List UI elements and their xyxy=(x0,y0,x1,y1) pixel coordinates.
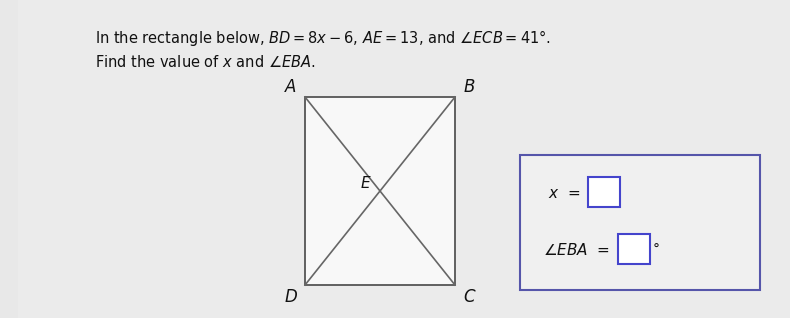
Text: $\angle EBA$  =: $\angle EBA$ = xyxy=(543,242,610,258)
Text: E: E xyxy=(360,176,370,190)
Bar xyxy=(618,234,650,264)
Text: Find the value of $x$ and $\angle EBA$.: Find the value of $x$ and $\angle EBA$. xyxy=(95,54,316,70)
Text: °: ° xyxy=(653,243,660,257)
Text: $x$  =: $x$ = xyxy=(547,185,580,201)
Bar xyxy=(520,155,760,290)
Text: In the rectangle below, $BD=8x-6$, $AE=13$, and $\angle ECB=41°$.: In the rectangle below, $BD=8x-6$, $AE=1… xyxy=(95,28,551,48)
Text: C: C xyxy=(463,288,475,306)
Text: A: A xyxy=(285,78,297,96)
Bar xyxy=(588,177,620,207)
Bar xyxy=(305,97,455,285)
Text: B: B xyxy=(463,78,475,96)
Text: D: D xyxy=(284,288,297,306)
